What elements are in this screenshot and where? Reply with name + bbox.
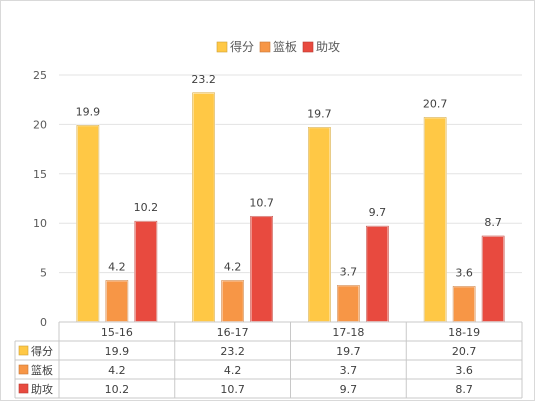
bar-18-19-得分 [423, 116, 447, 323]
bar-17-18-助攻 [365, 225, 390, 323]
x-category-label: 17-18 [332, 326, 364, 339]
data-label: 19.7 [307, 107, 332, 120]
table-swatch-篮板 [18, 364, 29, 375]
y-tick-label: 5 [40, 267, 47, 280]
table-cell: 4.2 [108, 364, 126, 377]
data-label: 10.7 [249, 196, 274, 209]
data-label: 4.2 [108, 261, 126, 274]
legend-swatch-篮板 [259, 41, 271, 53]
table-series-name: 助攻 [31, 382, 53, 396]
y-tick-label: 15 [33, 168, 47, 181]
data-label: 8.7 [484, 216, 502, 229]
legend-label-得分: 得分 [230, 39, 254, 54]
table-cell: 10.2 [105, 383, 130, 396]
data-label: 3.6 [455, 266, 473, 279]
legend-swatch-得分 [216, 41, 228, 53]
table-series-name: 得分 [31, 345, 53, 358]
table-cell: 19.9 [105, 345, 130, 358]
bar-18-19-助攻 [481, 235, 505, 323]
y-tick-label: 0 [40, 316, 47, 329]
data-table: 15-16 16-17 17-18 18-19 得分 19.9 23.2 19.7 20.7 篮板… [14, 321, 523, 399]
table-series-name: 篮板 [31, 363, 53, 377]
table-cell: 3.7 [340, 364, 358, 377]
table-cell: 20.7 [452, 345, 477, 358]
legend-label-篮板: 篮板 [273, 39, 297, 54]
gridlines [59, 74, 522, 274]
table-swatch-得分 [18, 345, 29, 356]
data-label: 10.2 [134, 201, 159, 214]
legend-label-助攻: 助攻 [316, 40, 340, 54]
bar-17-18-得分 [307, 126, 332, 323]
x-category-label: 18-19 [448, 326, 480, 339]
table-cell: 3.6 [455, 364, 473, 377]
bar-15-16-助攻 [134, 220, 158, 323]
table-cell: 9.7 [340, 383, 358, 396]
x-category-label: 16-17 [217, 326, 249, 339]
bars [76, 92, 505, 323]
legend-swatch-助攻 [302, 41, 314, 53]
bar-15-16-篮板 [105, 279, 129, 323]
y-tick-label: 25 [33, 69, 47, 82]
data-label: 19.9 [76, 105, 101, 118]
legend: 得分 篮板 助攻 [216, 39, 340, 54]
table-cell: 10.7 [220, 383, 245, 396]
table-cell: 23.2 [220, 345, 245, 358]
bar-18-19-篮板 [452, 285, 476, 323]
bar-16-17-助攻 [249, 215, 274, 323]
data-label: 20.7 [423, 97, 448, 110]
table-cell: 8.7 [455, 383, 473, 396]
data-label: 23.2 [191, 73, 216, 86]
y-tick-label: 20 [33, 118, 47, 131]
data-label: 4.2 [224, 261, 242, 274]
bar-15-16-得分 [76, 124, 100, 323]
data-labels: 19.9 4.2 10.2 23.2 4.2 10.7 19.7 3.7 9.7 20.7 3.6 8… [76, 73, 502, 280]
table-swatch-助攻 [18, 383, 29, 394]
data-label: 3.7 [340, 265, 358, 278]
y-tick-label: 10 [33, 217, 47, 230]
bar-17-18-篮板 [336, 284, 361, 323]
table-cell: 4.2 [224, 364, 242, 377]
table-cell: 19.7 [336, 345, 361, 358]
bar-16-17-得分 [191, 92, 216, 323]
data-label: 9.7 [369, 206, 387, 219]
x-category-label: 15-16 [101, 326, 133, 339]
bar-16-17-篮板 [220, 279, 245, 323]
y-axis-ticks: 0 5 10 15 20 25 [33, 69, 47, 329]
